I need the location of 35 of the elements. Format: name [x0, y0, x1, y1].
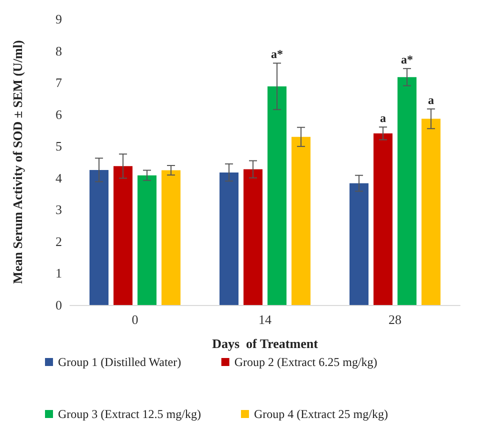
- annotation: a*: [401, 52, 413, 67]
- bar: [374, 133, 392, 305]
- annotation: a: [380, 111, 386, 126]
- y-axis-title: Mean Serum Activity of SOD ± SEM (U/ml): [10, 40, 25, 284]
- y-tick-label: 3: [56, 202, 62, 218]
- legend-label: Group 2 (Extract 6.25 mg/kg): [234, 355, 378, 369]
- legend-label: Group 4 (Extract 25 mg/kg): [254, 407, 388, 421]
- bar: [244, 169, 262, 305]
- y-tick-label: 1: [56, 266, 62, 281]
- y-tick-label: 9: [56, 12, 62, 26]
- bar: [292, 136, 310, 305]
- x-tick-label: 0: [132, 312, 138, 327]
- x-tick-label: 28: [388, 312, 402, 327]
- bar: [138, 175, 156, 305]
- y-tick-label: 2: [56, 234, 62, 249]
- legend-label: Group 3 (Extract 12.5 mg/kg): [58, 407, 201, 421]
- y-tick-label: 5: [56, 138, 62, 154]
- bar: [422, 118, 440, 305]
- y-tick-label: 8: [56, 43, 62, 58]
- annotation: a: [428, 92, 434, 107]
- x-tick-label: 14: [258, 312, 272, 327]
- y-tick-label: 4: [56, 170, 62, 186]
- bar: [220, 172, 238, 305]
- annotation: a*: [271, 47, 283, 62]
- y-tick-label: 0: [56, 298, 62, 312]
- bar: [398, 77, 416, 305]
- bar: [162, 170, 180, 305]
- x-axis-title: Days of Treatment: [212, 336, 319, 351]
- y-tick-label: 6: [56, 106, 62, 122]
- bar: [90, 170, 108, 305]
- legend-label: Group 1 (Distilled Water): [58, 355, 182, 369]
- bar: [268, 86, 286, 305]
- bar: [350, 183, 368, 305]
- bar: [114, 166, 132, 305]
- y-tick-label: 7: [56, 75, 62, 90]
